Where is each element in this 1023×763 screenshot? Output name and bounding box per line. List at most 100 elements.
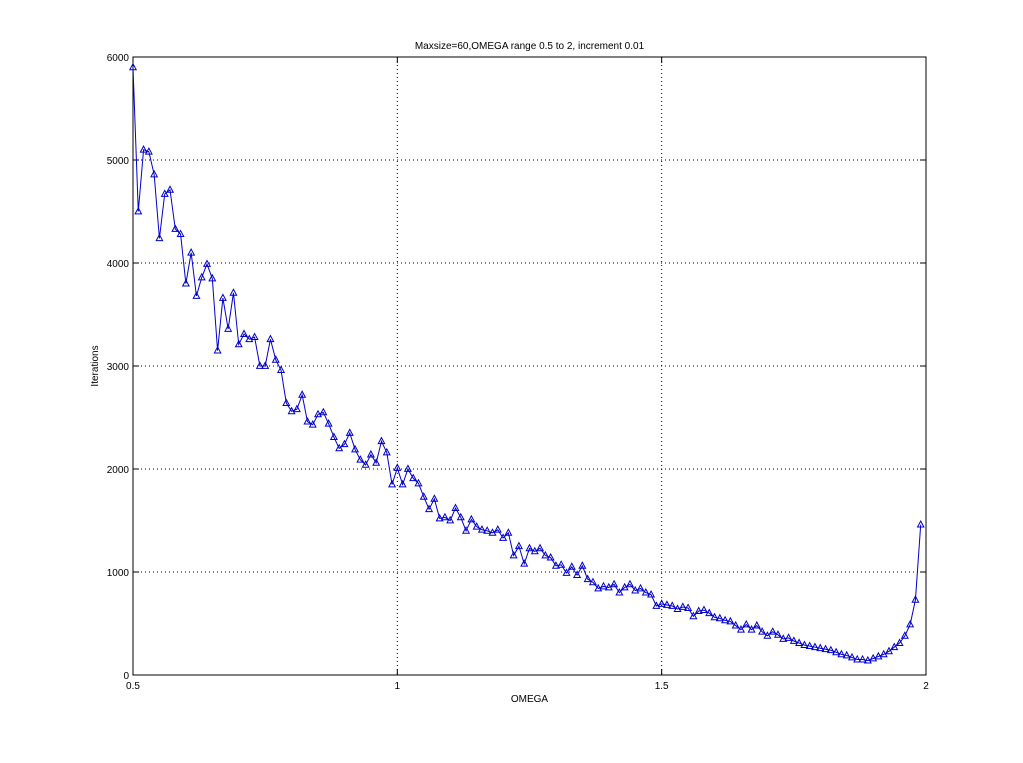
data-point-marker <box>340 439 349 448</box>
data-point-marker <box>541 550 550 559</box>
data-point-marker <box>213 345 222 354</box>
data-point-marker <box>536 543 545 552</box>
data-point-marker <box>520 559 529 567</box>
data-point-marker <box>493 525 502 533</box>
data-point-marker <box>641 587 650 596</box>
y-tick-label: 1000 <box>107 568 130 579</box>
data-point-marker <box>398 479 407 488</box>
data-point-marker <box>546 552 555 561</box>
data-point-marker <box>192 291 201 299</box>
data-point-marker <box>657 599 666 607</box>
x-axis-label: OMEGA <box>511 694 549 705</box>
x-tick-label: 1 <box>395 681 401 692</box>
data-point-marker <box>736 625 746 633</box>
data-point-marker <box>171 224 180 232</box>
data-point-marker <box>456 512 465 521</box>
data-point-marker <box>832 647 841 656</box>
data-point-marker <box>562 568 571 576</box>
data-point-marker <box>134 206 143 215</box>
data-point-marker <box>483 526 492 534</box>
data-point-marker <box>853 654 862 663</box>
data-point-marker <box>276 365 286 374</box>
data-point-marker <box>916 519 925 528</box>
data-point-marker <box>874 651 883 660</box>
data-point-marker <box>625 579 634 588</box>
data-point-marker <box>356 455 365 463</box>
data-point-marker <box>615 587 624 596</box>
data-point-marker <box>583 574 592 583</box>
data-point-marker <box>826 645 835 654</box>
data-point-marker <box>721 615 730 624</box>
data-point-marker <box>906 619 915 628</box>
y-tick-label: 3000 <box>107 362 130 373</box>
data-point-marker <box>372 458 381 466</box>
data-point-marker <box>551 561 560 569</box>
data-point-marker <box>462 526 471 534</box>
data-point-marker <box>594 583 603 592</box>
data-point-marker <box>514 541 523 550</box>
data-point-marker <box>858 654 867 663</box>
series-layer <box>128 62 925 664</box>
data-point-marker <box>208 273 217 282</box>
data-point-marker <box>313 409 323 418</box>
data-point-marker <box>229 288 238 296</box>
data-point-marker <box>224 324 233 332</box>
data-point-marker <box>678 602 687 610</box>
data-point-marker <box>816 643 825 652</box>
data-point-marker <box>324 419 333 427</box>
data-point-marker <box>763 631 772 639</box>
data-point-marker <box>747 625 756 633</box>
data-point-marker <box>403 464 412 472</box>
data-point-marker <box>292 404 301 413</box>
data-point-marker <box>345 428 354 436</box>
y-tick-label: 6000 <box>107 53 130 64</box>
data-point-marker <box>250 332 259 341</box>
data-point-marker <box>731 620 740 629</box>
data-point-marker <box>567 562 576 570</box>
data-point-marker <box>869 653 878 662</box>
data-point-marker <box>499 533 508 541</box>
data-point-marker <box>895 638 904 646</box>
x-tick-label: 1.5 <box>655 681 669 692</box>
data-point-marker <box>239 329 249 337</box>
x-tick-label: 0.5 <box>126 681 140 692</box>
y-tick-label: 5000 <box>107 156 130 167</box>
data-point-marker <box>335 443 344 452</box>
data-point-marker <box>699 605 708 614</box>
data-point-marker <box>419 492 428 500</box>
data-point-marker <box>160 189 169 197</box>
data-point-marker <box>652 601 661 609</box>
data-point-marker <box>245 334 254 343</box>
data-point-marker <box>504 528 513 536</box>
data-point-marker <box>662 600 671 608</box>
data-point-marker <box>726 616 735 625</box>
data-point-marker <box>800 640 809 649</box>
data-point-marker <box>689 611 698 620</box>
data-point-marker <box>821 644 830 653</box>
data-point-marker <box>451 503 460 512</box>
data-point-marker <box>155 233 164 242</box>
data-point-marker <box>900 631 909 639</box>
data-point-marker <box>181 278 190 287</box>
data-point-marker <box>128 62 138 71</box>
data-point-marker <box>890 642 899 651</box>
data-point-marker <box>758 627 767 635</box>
data-point-marker <box>842 650 851 659</box>
data-point-marker <box>636 583 645 592</box>
data-point-marker <box>165 185 175 193</box>
chart-title: Maxsize=60,OMEGA range 0.5 to 2, increme… <box>415 41 645 52</box>
data-point-marker <box>319 407 328 416</box>
data-point-marker <box>768 627 777 635</box>
data-point-marker <box>218 293 227 301</box>
data-point-marker <box>694 606 703 615</box>
data-point-marker <box>631 585 640 594</box>
data-point-marker <box>599 581 608 590</box>
data-point-marker <box>715 613 724 622</box>
data-point-marker <box>863 655 872 664</box>
data-point-marker <box>884 646 894 655</box>
data-point-marker <box>308 420 317 428</box>
data-point-marker <box>705 608 714 617</box>
data-point-marker <box>303 416 312 425</box>
